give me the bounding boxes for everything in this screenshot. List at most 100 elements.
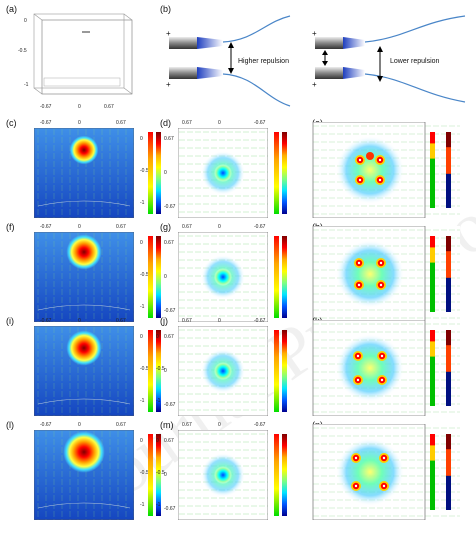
panel-a-ytick-2: -1 — [24, 82, 29, 88]
panel-a-xtick-2: 0.67 — [104, 104, 114, 110]
colorbar-tick: 0.67 — [164, 240, 174, 246]
colorbar-jet — [156, 236, 161, 318]
panel-b-diagram — [165, 12, 470, 112]
panel-label-b: (b) — [160, 4, 171, 14]
panel-label-a: (a) — [6, 4, 17, 14]
panel-label-j: (j) — [160, 316, 168, 326]
higher-repulsion-label: Higher repulsion — [238, 58, 289, 65]
top-view-plot — [178, 128, 268, 218]
side-view-xtick: 0.67 — [116, 318, 126, 324]
colorbar-jet — [282, 236, 287, 318]
side-view-xtick: -0.67 — [40, 120, 52, 126]
colorbar-jet — [156, 434, 161, 516]
side-view-ytick: -1 — [140, 502, 145, 508]
top-view-ytick: -1 — [156, 502, 161, 508]
top-view-plot — [178, 326, 268, 416]
panel-a-wireframe — [30, 10, 140, 102]
side-view-xtick: -0.67 — [40, 422, 52, 428]
top-view-xtick: 0.67 — [182, 120, 192, 126]
panel-label-l: (l) — [6, 420, 14, 430]
lower-repulsion-label: Lower repulsion — [390, 58, 440, 65]
colorbar-tick: 0.67 — [164, 438, 174, 444]
side-view-ytick: -0.5 — [140, 168, 149, 174]
colorbar-green — [148, 236, 153, 318]
top-view-xtick: -0.67 — [254, 422, 266, 428]
colorbar-tick: -0.67 — [164, 402, 176, 408]
zoomed-top-view-plot — [312, 122, 460, 218]
panel-a-ytick-1: -0.5 — [18, 48, 27, 54]
colorbar-tick: 0 — [164, 274, 167, 280]
side-view-xtick: 0.67 — [116, 120, 126, 126]
side-view-plot — [34, 128, 134, 218]
charge-plus-1: + — [166, 29, 171, 38]
panel-label-f: (f) — [6, 222, 15, 232]
side-view-ytick: 0 — [140, 240, 143, 246]
colorbar-green — [148, 132, 153, 214]
side-view-ytick: 0 — [140, 438, 143, 444]
top-view-ytick: -0.5 — [156, 366, 165, 372]
side-view-ytick: 0 — [140, 334, 143, 340]
side-view-xtick: 0 — [78, 224, 81, 230]
panel-label-g: (g) — [160, 222, 171, 232]
side-view-xtick: -0.67 — [40, 224, 52, 230]
colorbar-green — [274, 434, 279, 516]
top-view-xtick: -0.67 — [254, 318, 266, 324]
side-view-plot — [34, 430, 134, 520]
top-view-xtick: 0.67 — [182, 224, 192, 230]
side-view-ytick: -1 — [140, 398, 145, 404]
charge-plus-3: + — [312, 29, 317, 38]
top-view-xtick: -0.67 — [254, 120, 266, 126]
colorbar-jet — [282, 330, 287, 412]
colorbar-tick: -0.67 — [164, 506, 176, 512]
colorbar-tick: -0.67 — [164, 308, 176, 314]
colorbar-jet — [282, 434, 287, 516]
colorbar-green — [274, 236, 279, 318]
top-view-ytick: 0 — [156, 334, 159, 340]
panel-label-d: (d) — [160, 118, 171, 128]
side-view-xtick: 0 — [78, 120, 81, 126]
side-view-ytick: -0.5 — [140, 366, 149, 372]
side-view-ytick: -1 — [140, 200, 145, 206]
panel-a-ytick-0: 0 — [24, 18, 27, 24]
top-view-plot — [178, 232, 268, 322]
side-view-plot — [34, 326, 134, 416]
colorbar-green — [274, 330, 279, 412]
colorbar-jet — [156, 132, 161, 214]
zoomed-top-view-plot — [312, 320, 460, 416]
charge-plus-2: + — [166, 80, 171, 89]
side-view-ytick: -1 — [140, 304, 145, 310]
side-view-ytick: 0 — [140, 136, 143, 142]
top-view-xtick: 0 — [218, 422, 221, 428]
top-view-xtick: -0.67 — [254, 224, 266, 230]
colorbar-green — [148, 434, 153, 516]
top-view-xtick: 0 — [218, 318, 221, 324]
panel-label-m: (m) — [160, 420, 174, 430]
side-view-plot — [34, 232, 134, 322]
side-view-xtick: 0 — [78, 422, 81, 428]
top-view-xtick: 0 — [218, 224, 221, 230]
colorbar-green — [148, 330, 153, 412]
panel-label-c: (c) — [6, 118, 17, 128]
top-view-ytick: 0 — [156, 438, 159, 444]
side-view-xtick: -0.67 — [40, 318, 52, 324]
top-view-ytick: -1 — [156, 398, 161, 404]
colorbar-tick: 0 — [164, 170, 167, 176]
top-view-xtick: 0.67 — [182, 318, 192, 324]
top-view-plot — [178, 430, 268, 520]
side-view-ytick: -0.5 — [140, 272, 149, 278]
side-view-xtick: 0.67 — [116, 422, 126, 428]
colorbar-tick: 0 — [164, 472, 167, 478]
zoomed-top-view-plot — [312, 424, 460, 520]
top-view-xtick: 0 — [218, 120, 221, 126]
colorbar-jet — [282, 132, 287, 214]
panel-a-xtick-1: 0 — [78, 104, 81, 110]
colorbar-jet — [156, 330, 161, 412]
top-view-ytick: -0.5 — [156, 470, 165, 476]
panel-label-i: (i) — [6, 316, 14, 326]
colorbar-tick: 0.67 — [164, 334, 174, 340]
side-view-ytick: -0.5 — [140, 470, 149, 476]
colorbar-tick: 0 — [164, 368, 167, 374]
charge-plus-4: + — [312, 80, 317, 89]
colorbar-green — [274, 132, 279, 214]
zoomed-top-view-plot — [312, 226, 460, 322]
